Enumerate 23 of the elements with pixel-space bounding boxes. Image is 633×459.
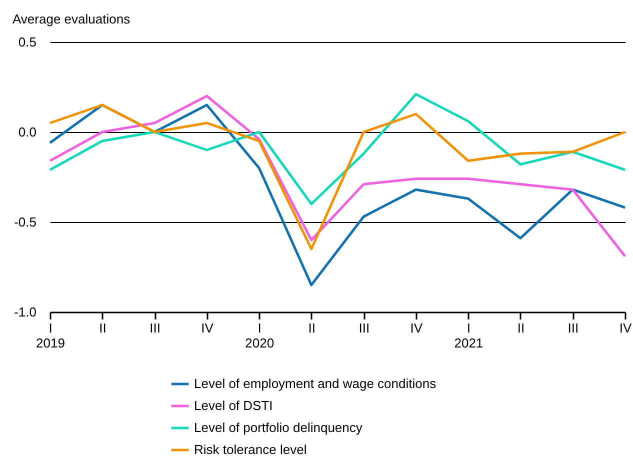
x-tick-label: I 2021 [454, 320, 484, 350]
legend-label: Level of DSTI [194, 398, 273, 413]
x-tick-label: II [99, 320, 106, 336]
y-tick-label: -1.0 [14, 304, 36, 320]
y-tick-label: 0.5 [18, 34, 36, 50]
x-tick-label: III [358, 320, 370, 336]
legend-label: Level of portfolio delinquency [194, 420, 363, 435]
x-tick-label: I 2019 [36, 320, 65, 350]
x-tick-label: III [150, 320, 160, 336]
x-tick-label: III [568, 320, 579, 336]
x-tick-label: II [517, 320, 525, 336]
x-tick-label: IV [410, 320, 423, 336]
legend-label: Level of employment and wage conditions [194, 376, 437, 391]
y-tick-label: 0.0 [18, 124, 36, 140]
legend-label: Risk tolerance level [194, 442, 307, 457]
x-tick-label: IV [201, 320, 214, 336]
line-series [48, 92, 626, 206]
line-series [48, 104, 626, 286]
x-tick-label: IV [619, 320, 632, 336]
y-axis-title: Average evaluations [12, 12, 131, 26]
y-tick-label: -0.5 [14, 214, 36, 230]
x-tick-label: II [308, 320, 316, 336]
x-tick-label: I 2020 [245, 320, 274, 350]
